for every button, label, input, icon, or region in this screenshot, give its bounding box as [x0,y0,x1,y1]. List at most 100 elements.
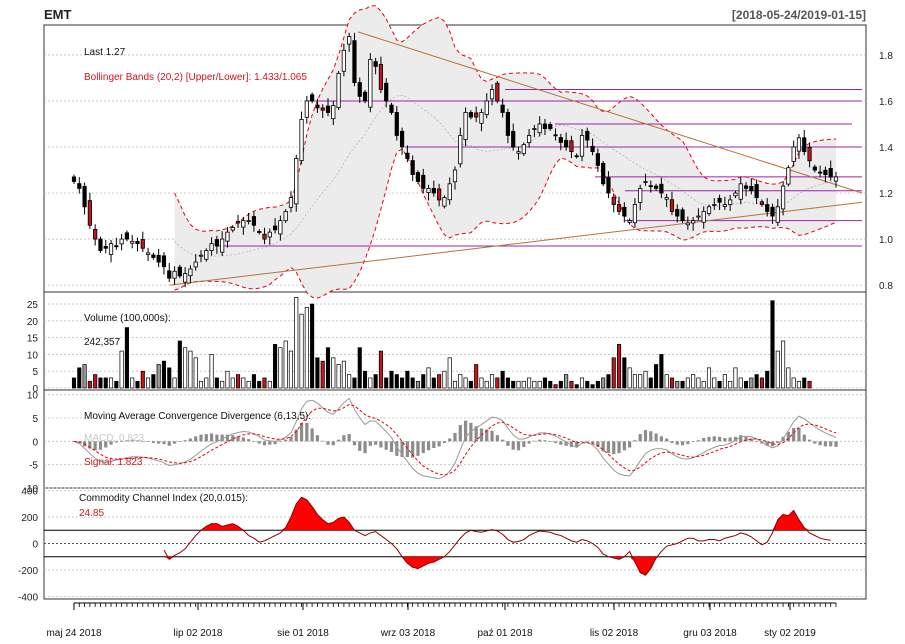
candle-body [749,185,754,192]
candle-body [177,266,182,277]
volume-bar [278,347,283,389]
macd-histogram-bar [749,438,753,442]
candle [405,145,410,163]
candle [569,135,574,159]
candle [288,191,294,213]
candle-body [347,36,352,45]
volume-bar [362,370,368,389]
volume-bar [156,364,161,389]
volume-bar [638,374,643,389]
candle-body [331,105,336,120]
volume-bar [654,364,659,389]
candle-body [786,167,791,185]
candle-body [442,197,447,207]
candle-body [188,268,193,277]
volume-bar [590,384,595,389]
candle [743,182,749,197]
volume-bar [193,357,198,389]
candle [151,252,156,260]
candle-body [352,40,357,83]
candle-body [93,228,98,240]
volume-bar [627,367,632,389]
cci-y-tick: 400 [21,487,38,498]
candle-body [135,240,140,245]
candle-body [384,82,389,102]
candle-body [548,124,553,129]
macd-histogram-bar [527,441,531,444]
volume-bar [183,347,188,389]
volume-bar [437,374,442,389]
volume-bar [521,380,526,389]
candle-body [696,215,701,218]
candle [378,56,384,94]
macd-histogram-bar [802,434,806,442]
candle-body [415,172,421,182]
candle-body [590,145,595,152]
candle-body [246,220,251,223]
volume-bar [802,377,807,389]
candle [272,218,278,234]
macd-histogram-bar [601,441,605,452]
volume-bar [421,374,426,389]
volume-bar [93,374,98,389]
macd-histogram-bar [389,441,394,452]
volume-bar [325,347,331,389]
x-axis: maj 24 2018 lip 02 2018 sie 01 2018 wrz 03 … [46,602,837,639]
volume-bar [161,360,167,389]
macd-y-tick: 10 [27,391,39,402]
candle-body [468,112,473,118]
candle [458,127,463,168]
volume-bar [484,380,489,389]
macd-histogram-bar [707,436,711,442]
macd-histogram-bar [590,441,595,444]
macd-histogram-bar [643,430,648,442]
macd-value: MACD: 0.823 [84,433,144,444]
price-y-tick: 1.2 [879,189,893,200]
candle-body [664,197,669,200]
candle-body [823,169,828,176]
candle-body [421,174,426,189]
volume-bar [754,374,759,389]
macd-histogram-bar [315,435,320,442]
macd-histogram-bar [141,441,145,442]
candle-body [294,158,299,205]
candle-body [691,220,696,224]
volume-bar [315,357,320,389]
candle-body [585,130,590,141]
candle [347,32,352,52]
candle [294,154,299,212]
candle-body [299,118,304,161]
volume-bar [770,300,775,389]
macd-histogram-bar [823,441,828,447]
volume-bar [71,377,77,389]
candle [574,153,579,159]
candle [823,166,828,183]
volume-bar [108,377,114,389]
candle [802,129,807,156]
macd-histogram-bar [495,435,499,442]
macd-histogram-bar [411,441,415,458]
candle [241,216,246,235]
candle-body [108,243,114,255]
macd-histogram-bar [564,441,568,446]
macd-histogram-bar [437,441,441,447]
candle [399,127,405,155]
volume-bar [569,380,574,389]
candle-body [431,188,436,194]
candle [643,173,648,186]
candle [622,202,627,223]
volume-bar [489,374,495,389]
candle [669,191,675,216]
candle-body [526,135,532,144]
candle-body [437,188,442,201]
candle-body [500,104,505,113]
cci-y-tick: 200 [21,513,38,524]
volume-bar [177,340,182,389]
macd-histogram-bar [712,436,716,442]
candle-body [235,220,241,224]
volume-bar [98,377,103,389]
x-tick-label: wrz 03 2018 [380,628,436,639]
volume-bar [235,374,241,389]
candle-body [818,171,823,174]
macd-histogram-bar [167,441,171,446]
